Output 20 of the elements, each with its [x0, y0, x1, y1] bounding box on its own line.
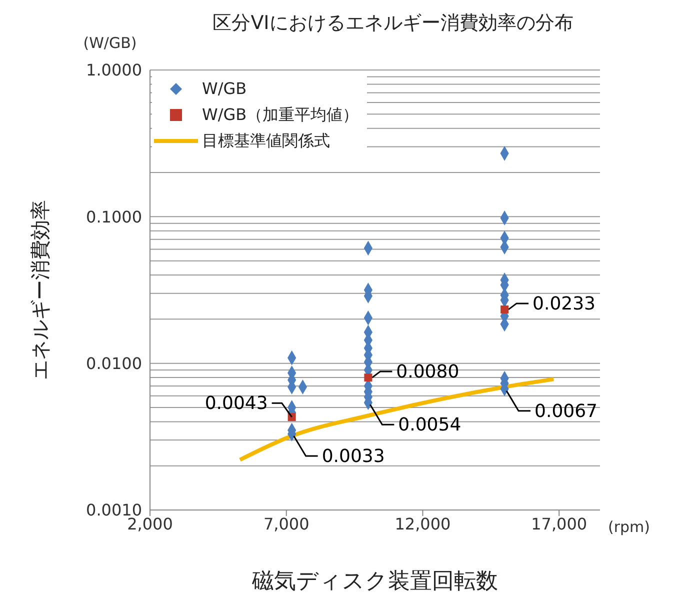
- legend-label: W/GB: [202, 78, 247, 100]
- annotation: 0.0080: [396, 362, 460, 383]
- annotation: 0.0043: [204, 393, 268, 414]
- y-tick-label: 0.1000: [86, 207, 142, 226]
- y-tick-label: 1.0000: [86, 60, 142, 80]
- text: (rpm): [608, 518, 650, 536]
- x-axis-title: 磁気ディスク装置回転数: [251, 569, 498, 594]
- x-tick-label: 12,000: [394, 514, 451, 534]
- x-tick-label: 7,000: [263, 514, 310, 534]
- legend-label: W/GB（加重平均値）: [202, 104, 359, 126]
- annotation: 0.0054: [398, 414, 462, 436]
- annotation: 0.0067: [534, 400, 598, 422]
- text: (W/GB): [83, 34, 137, 52]
- y-tick-label: 0.0100: [86, 354, 142, 374]
- annotation: 0.0233: [532, 293, 596, 314]
- legend-label: 目標基準値関係式: [202, 130, 330, 152]
- chart-title: 区分VIにおけるエネルギー消費効率の分布: [212, 12, 574, 34]
- x-tick-label: 17,000: [531, 514, 588, 534]
- annotation: 0.0033: [322, 446, 385, 467]
- y-axis-title: エネルギー消費効率: [28, 200, 52, 380]
